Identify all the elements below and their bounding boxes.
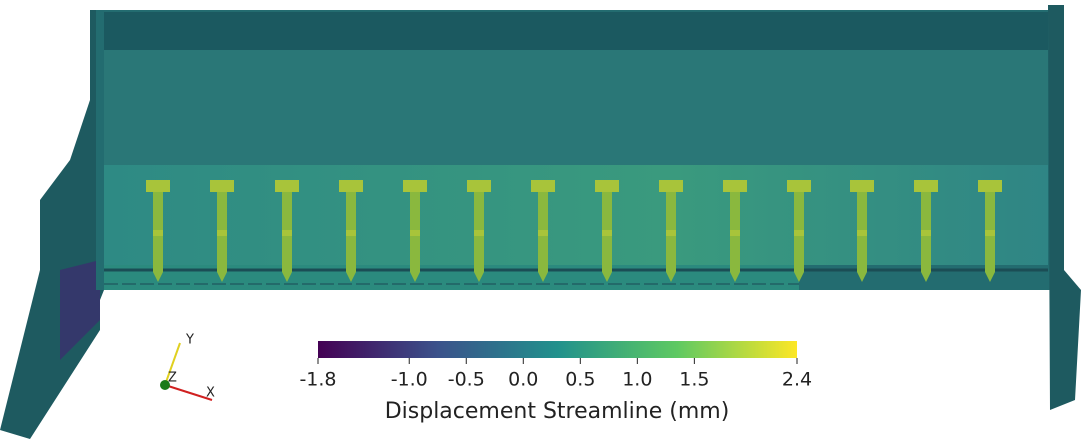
axes-triad: Y Z X <box>160 333 215 401</box>
axis-z-label: Z <box>168 371 177 386</box>
colorbar-tick-label: 0.5 <box>565 369 595 391</box>
colorbar-tick-label: -1.0 <box>391 369 428 391</box>
colorbar-tick-label: 1.5 <box>679 369 709 391</box>
colorbar-title: Displacement Streamline (mm) <box>385 399 730 424</box>
render-view: Y Z X Displacement Streamline (mm) -1.8 -… <box>0 0 1081 439</box>
colorbar-tick-label: 0.0 <box>508 369 538 391</box>
axis-x-label: X <box>206 386 215 401</box>
colorbar-tick-label: 2.4 <box>782 369 812 391</box>
page: Y Z X Displacement Streamline (mm) -1.8 -… <box>0 0 1081 439</box>
colorbar: Displacement Streamline (mm) -1.8 -1.0 -0.… <box>299 341 812 424</box>
axis-y-label: Y <box>185 333 194 348</box>
colorbar-tick-label: -1.8 <box>299 369 336 391</box>
model <box>0 5 1081 439</box>
colorbar-tick-label: 1.0 <box>622 369 652 391</box>
colorbar-tick-label: -0.5 <box>448 369 485 391</box>
colorbar-gradient <box>318 341 797 358</box>
